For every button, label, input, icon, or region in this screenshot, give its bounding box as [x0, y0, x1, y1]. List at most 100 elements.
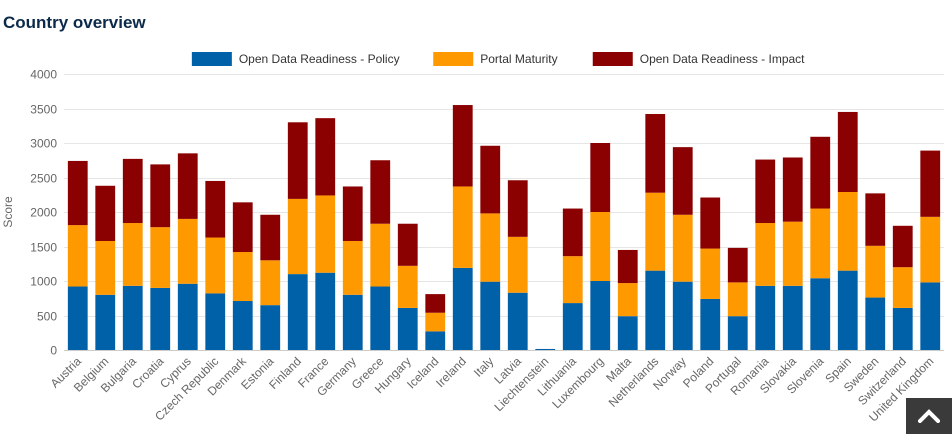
bar-segment[interactable]	[452, 105, 473, 187]
bar-segment[interactable]	[342, 240, 363, 295]
bar-segment[interactable]	[507, 236, 528, 293]
bar-segment[interactable]	[95, 185, 116, 241]
bar-segment[interactable]	[397, 265, 418, 308]
bar-segment[interactable]	[590, 143, 611, 212]
bar-segment[interactable]	[342, 186, 363, 241]
bar-segment[interactable]	[397, 223, 418, 266]
bar-segment[interactable]	[260, 305, 281, 350]
bar-segment[interactable]	[507, 292, 528, 350]
scroll-to-top-button[interactable]	[906, 398, 952, 434]
bar-segment[interactable]	[617, 249, 638, 284]
bar-segment[interactable]	[920, 282, 941, 350]
x-tick-label: Ireland	[433, 354, 469, 390]
bar-segment[interactable]	[892, 267, 913, 308]
bar-segment[interactable]	[425, 312, 446, 332]
bar-segment[interactable]	[837, 111, 858, 192]
bar-segment[interactable]	[452, 186, 473, 268]
bar-segment[interactable]	[920, 150, 941, 217]
bar-segment[interactable]	[287, 198, 308, 275]
bar-segment[interactable]	[892, 307, 913, 350]
bar-segment[interactable]	[122, 285, 143, 350]
bar-segment[interactable]	[425, 294, 446, 313]
bar-segment[interactable]	[150, 287, 171, 350]
bar-segment[interactable]	[480, 213, 501, 282]
bar-segment[interactable]	[260, 260, 281, 306]
bar-segment[interactable]	[590, 212, 611, 281]
bar-segment[interactable]	[562, 256, 583, 304]
bar-segment[interactable]	[370, 286, 391, 350]
bar-segment[interactable]	[342, 294, 363, 350]
bar-segment[interactable]	[892, 225, 913, 268]
bar-segment[interactable]	[397, 307, 418, 350]
bar-segment[interactable]	[810, 208, 831, 279]
bar-segment[interactable]	[287, 274, 308, 350]
bar-segment[interactable]	[837, 270, 858, 350]
legend[interactable]: Open Data Readiness - Policy Portal Matur…	[191, 52, 805, 66]
bar-segment[interactable]	[645, 192, 666, 271]
bar-segment[interactable]	[782, 285, 803, 350]
bar-segment[interactable]	[205, 237, 226, 294]
bar-segment[interactable]	[700, 248, 721, 299]
bar-segment[interactable]	[67, 286, 88, 350]
bar-segment[interactable]	[782, 221, 803, 286]
bar-segment[interactable]	[727, 282, 748, 317]
bar-segment[interactable]	[672, 281, 693, 350]
bar-segment[interactable]	[507, 180, 528, 237]
bar-segment[interactable]	[590, 281, 611, 350]
bar-segment[interactable]	[177, 283, 198, 350]
bar-segment[interactable]	[727, 247, 748, 283]
bar-segment[interactable]	[205, 293, 226, 350]
bar-segment[interactable]	[177, 153, 198, 219]
bar-segment[interactable]	[645, 114, 666, 193]
bar-segment[interactable]	[370, 223, 391, 287]
bar-segment[interactable]	[150, 227, 171, 288]
bar-segment[interactable]	[810, 278, 831, 350]
bar-segment[interactable]	[700, 197, 721, 249]
bar-segment[interactable]	[810, 136, 831, 209]
bar-segment[interactable]	[232, 252, 253, 302]
bar-segment[interactable]	[95, 294, 116, 350]
bar-segment[interactable]	[755, 285, 776, 350]
bar-segment[interactable]	[700, 298, 721, 350]
bar-segment[interactable]	[920, 216, 941, 283]
legend-item[interactable]: Portal Maturity	[433, 52, 558, 66]
bar-segment[interactable]	[672, 214, 693, 282]
bar-segment[interactable]	[782, 157, 803, 222]
bar-segment[interactable]	[315, 195, 336, 273]
bar-segment[interactable]	[865, 193, 886, 246]
bar-segment[interactable]	[287, 122, 308, 199]
bar-segment[interactable]	[865, 245, 886, 298]
bar-segment[interactable]	[617, 316, 638, 350]
bar-segment[interactable]	[315, 118, 336, 196]
bar-segment[interactable]	[727, 316, 748, 350]
bar-segment[interactable]	[370, 160, 391, 224]
bar-segment[interactable]	[67, 160, 88, 226]
bar-segment[interactable]	[122, 223, 143, 286]
bar-segment[interactable]	[755, 223, 776, 286]
bar-segment[interactable]	[315, 272, 336, 350]
bar-segment[interactable]	[562, 208, 583, 257]
bar-segment[interactable]	[232, 202, 253, 253]
bar-segment[interactable]	[95, 240, 116, 295]
bar-segment[interactable]	[232, 301, 253, 350]
bar-segment[interactable]	[617, 283, 638, 317]
legend-item[interactable]: Open Data Readiness - Policy	[191, 52, 400, 66]
bar-segment[interactable]	[480, 145, 501, 214]
bar-segment[interactable]	[452, 267, 473, 350]
bar-segment[interactable]	[122, 158, 143, 224]
bar-segment[interactable]	[837, 191, 858, 271]
bar-segment[interactable]	[672, 147, 693, 215]
bar-segment[interactable]	[177, 218, 198, 284]
legend-item[interactable]: Open Data Readiness - Impact	[592, 52, 805, 66]
bar-segment[interactable]	[562, 303, 583, 350]
bar-segment[interactable]	[205, 180, 226, 238]
bar-segment[interactable]	[425, 331, 446, 350]
bar-segment[interactable]	[67, 225, 88, 287]
bar-segment[interactable]	[535, 348, 556, 350]
bar-segment[interactable]	[150, 164, 171, 228]
bar-segment[interactable]	[865, 297, 886, 350]
bar-segment[interactable]	[645, 270, 666, 350]
bar-segment[interactable]	[480, 281, 501, 350]
bar-segment[interactable]	[755, 159, 776, 224]
bar-segment[interactable]	[260, 214, 281, 261]
